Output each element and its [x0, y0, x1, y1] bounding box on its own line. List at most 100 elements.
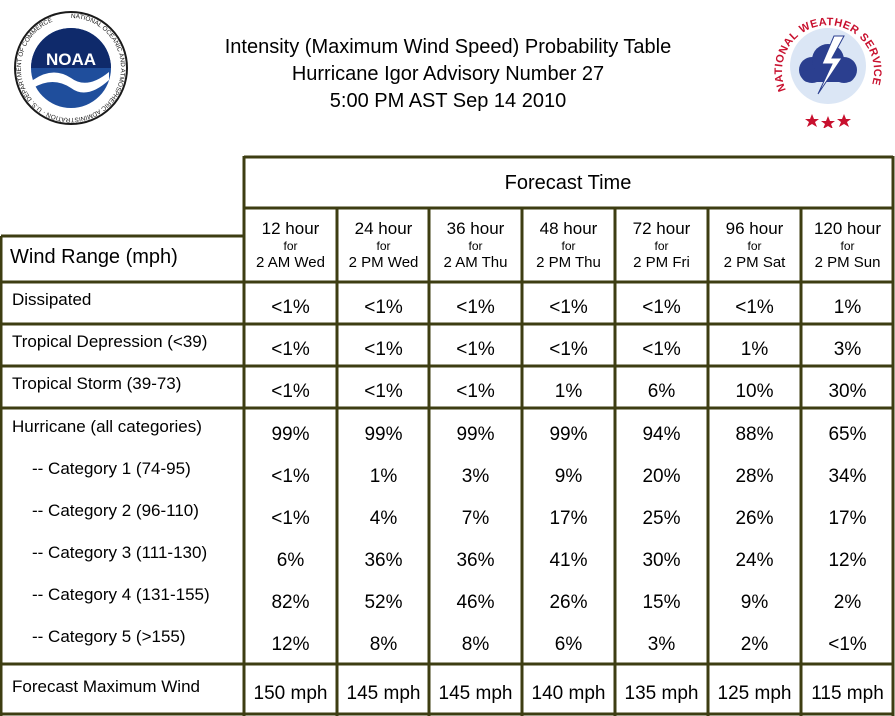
- column-header-when: 2 PM Fri: [633, 254, 690, 271]
- column-header: 12 hour for 2 AM Wed: [245, 218, 336, 272]
- row-label: Forecast Maximum Wind: [12, 677, 200, 696]
- table-cell: 25%: [642, 508, 681, 529]
- table-cell: 26%: [735, 508, 774, 529]
- column-header-for: for: [376, 239, 391, 253]
- table-cell: <1%: [271, 466, 310, 487]
- table-cell: 99%: [364, 424, 403, 445]
- table-cell: 3%: [461, 466, 490, 487]
- table-cell: 82%: [271, 592, 310, 613]
- table-cell: <1%: [456, 339, 495, 360]
- table-cell: <1%: [364, 381, 403, 402]
- table-cell: 34%: [828, 466, 867, 487]
- title-line-1: Intensity (Maximum Wind Speed) Probabili…: [224, 36, 672, 58]
- table-cell: <1%: [549, 297, 588, 318]
- table-cell: <1%: [642, 339, 681, 360]
- table-cell: 99%: [456, 424, 495, 445]
- column-header-hours: 12 hour: [261, 219, 320, 238]
- column-header-for: for: [283, 239, 298, 253]
- table-cell: 88%: [735, 424, 774, 445]
- column-header-for: for: [747, 239, 762, 253]
- table-cell: <1%: [271, 339, 310, 360]
- row-label: Tropical Storm (39-73): [12, 374, 182, 393]
- title-line-3: 5:00 PM AST Sep 14 2010: [329, 90, 567, 112]
- table-cell: <1%: [271, 508, 310, 529]
- table-cell: 1%: [740, 339, 769, 360]
- table-cell: 46%: [456, 592, 495, 613]
- table-cell: 1%: [833, 297, 862, 318]
- column-header-when: 2 AM Wed: [256, 254, 325, 271]
- title-line-2: Hurricane Igor Advisory Number 27: [291, 63, 605, 85]
- table-cell: 20%: [642, 466, 681, 487]
- column-header: 96 hour for 2 PM Sat: [709, 218, 800, 272]
- table-cell: 65%: [828, 424, 867, 445]
- table-cell: 12%: [271, 634, 310, 655]
- table-cell: 30%: [828, 381, 867, 402]
- column-header-hours: 72 hour: [632, 219, 691, 238]
- table-cell: 2%: [740, 634, 769, 655]
- table-cell: 145 mph: [346, 683, 421, 704]
- table-cell: 140 mph: [531, 683, 606, 704]
- forecast-time-header: Forecast Time: [504, 172, 632, 194]
- table-cell: 99%: [549, 424, 588, 445]
- table-cell: 8%: [461, 634, 490, 655]
- table-cell: 8%: [369, 634, 398, 655]
- table-cell: 10%: [735, 381, 774, 402]
- table-cell: <1%: [364, 339, 403, 360]
- column-header: 72 hour for 2 PM Fri: [616, 218, 707, 272]
- table-cell: <1%: [364, 297, 403, 318]
- table-cell: 125 mph: [717, 683, 792, 704]
- row-label: -- Category 4 (131-155): [32, 585, 210, 604]
- column-header-when: 2 PM Wed: [348, 254, 419, 271]
- table-cell: 15%: [642, 592, 681, 613]
- table-cell: 1%: [369, 466, 398, 487]
- column-header-when: 2 AM Thu: [443, 254, 508, 271]
- table-cell: 17%: [828, 508, 867, 529]
- column-header-hours: 36 hour: [446, 219, 505, 238]
- table-cell: <1%: [271, 381, 310, 402]
- table-cell: 4%: [369, 508, 398, 529]
- row-label: -- Category 1 (74-95): [32, 459, 191, 478]
- table-cell: 26%: [549, 592, 588, 613]
- table-cell: 6%: [647, 381, 676, 402]
- table-cell: <1%: [456, 297, 495, 318]
- table-cell: 36%: [364, 550, 403, 571]
- table-cell: 6%: [276, 550, 305, 571]
- table-cell: 3%: [647, 634, 676, 655]
- column-header: 24 hour for 2 PM Wed: [338, 218, 429, 272]
- column-header-hours: 96 hour: [725, 219, 784, 238]
- column-header: 120 hour for 2 PM Sun: [802, 218, 893, 272]
- column-header-hours: 120 hour: [813, 219, 882, 238]
- table-cell: 150 mph: [253, 683, 328, 704]
- row-label: Hurricane (all categories): [12, 417, 202, 436]
- table-cell: 99%: [271, 424, 310, 445]
- column-header-when: 2 PM Sun: [814, 254, 881, 271]
- table-cell: 12%: [828, 550, 867, 571]
- table-cell: 28%: [735, 466, 774, 487]
- table-cell: 41%: [549, 550, 588, 571]
- table-cell: 3%: [833, 339, 862, 360]
- page-title: Intensity (Maximum Wind Speed) Probabili…: [150, 34, 746, 115]
- table-cell: 115 mph: [811, 683, 884, 704]
- column-header-for: for: [654, 239, 669, 253]
- table-cell: 36%: [456, 550, 495, 571]
- noaa-logo-text: NOAA: [46, 50, 96, 69]
- row-label: Tropical Depression (<39): [12, 332, 208, 351]
- column-header-for: for: [840, 239, 855, 253]
- table-cell: <1%: [828, 634, 867, 655]
- row-label: Dissipated: [12, 290, 92, 309]
- table-cell: 7%: [461, 508, 490, 529]
- table-cell: <1%: [735, 297, 774, 318]
- table-cell: 6%: [554, 634, 583, 655]
- table-cell: 94%: [642, 424, 681, 445]
- wind-range-header: Wind Range (mph): [10, 246, 178, 268]
- row-label: -- Category 2 (96-110): [32, 501, 199, 520]
- column-header: 48 hour for 2 PM Thu: [523, 218, 614, 272]
- column-header-for: for: [468, 239, 483, 253]
- column-header-for: for: [561, 239, 576, 253]
- row-label: -- Category 5 (>155): [32, 627, 186, 646]
- table-cell: 9%: [554, 466, 583, 487]
- column-header-hours: 24 hour: [354, 219, 413, 238]
- column-header-when: 2 PM Thu: [536, 254, 601, 271]
- row-label: -- Category 3 (111-130): [32, 543, 208, 562]
